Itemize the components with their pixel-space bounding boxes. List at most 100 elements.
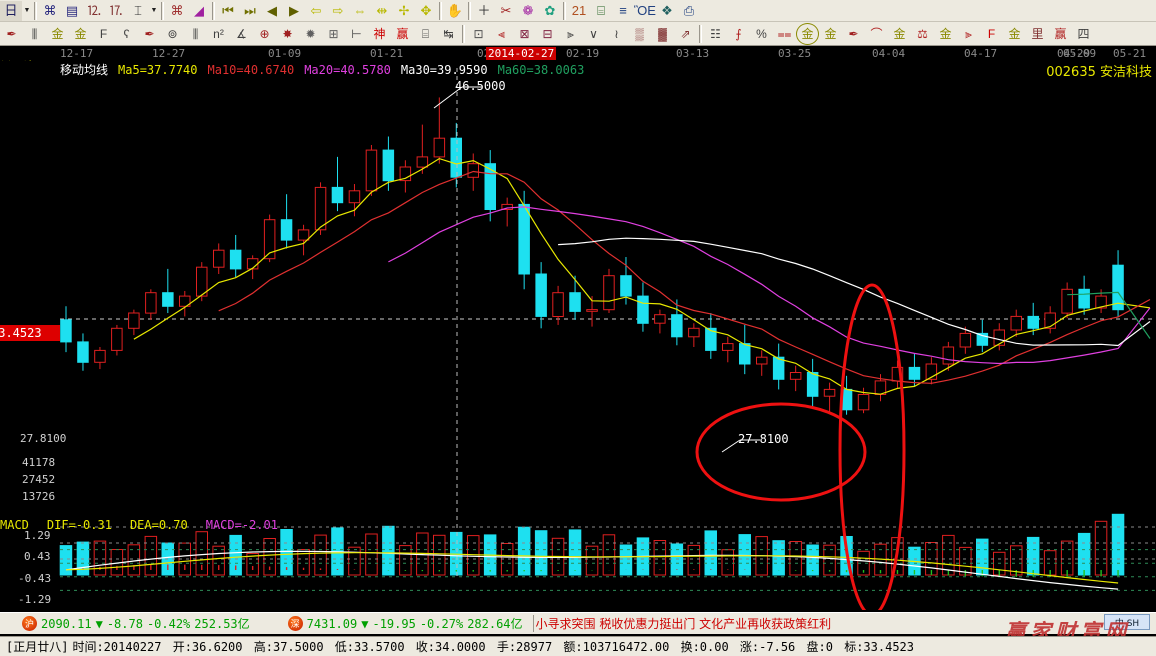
flower-icon[interactable]: ❁	[522, 3, 534, 18]
hand-icon[interactable]: ✋	[446, 3, 464, 18]
slope-li-icon[interactable]: 里	[1031, 26, 1044, 41]
quote-info-bar: [正月廿八] 时间:20140227 开:36.6200 高:37.5000 低…	[0, 636, 1156, 656]
wave-w-icon[interactable]: ≀	[614, 26, 619, 41]
slope-si-icon[interactable]: 四	[1077, 26, 1090, 41]
fib-f-icon[interactable]: F	[99, 26, 108, 41]
calculator-icon[interactable]: ⌸	[597, 3, 605, 18]
quote-field: 低:33.5700	[327, 640, 405, 654]
period-dropdown-caret[interactable]: ▼	[23, 7, 31, 14]
date-axis[interactable]: 12-1712-2701-0901-2102-0702-192014-02-27…	[0, 46, 1156, 60]
wave-v-icon[interactable]: ∨	[589, 26, 598, 41]
circle-line-icon[interactable]: ⊚	[167, 26, 178, 41]
chart-canvas[interactable]: 日K线 移动均线 Ma5=37.7740 Ma10=40.6740 Ma20=40.5…	[0, 60, 1156, 610]
star-gray-icon[interactable]: ✹	[305, 26, 316, 41]
fan-red-icon[interactable]: ⫷	[498, 26, 505, 41]
notes-icon[interactable]: ≡	[619, 3, 627, 18]
scroll-right-icon[interactable]: ⇨	[332, 3, 344, 18]
slope-j-icon[interactable]: ⫸	[965, 26, 972, 41]
zoom-all-icon[interactable]: ✢	[398, 3, 410, 18]
shenzhen-value: 7431.09	[306, 616, 358, 631]
percent-line-icon[interactable]: ⨍	[735, 26, 742, 41]
brain-icon[interactable]: ✿	[544, 3, 556, 18]
chart-3-icon[interactable]: ⒓	[87, 3, 101, 18]
prev-icon[interactable]: ◀	[267, 3, 277, 18]
index-shenzhen[interactable]: 深 7431.09 ▼ -19.95 -0.27% 282.64亿	[287, 615, 523, 632]
gold-circle-icon[interactable]: 金	[796, 22, 819, 45]
grid-dense2-icon[interactable]: ▓	[658, 26, 667, 41]
grid-dense-icon[interactable]: ▒	[635, 26, 644, 41]
scroll-left-icon[interactable]: ⇦	[310, 3, 322, 18]
arc-red-icon[interactable]: ⌒	[870, 26, 883, 41]
network-icon[interactable]: ❖	[661, 3, 673, 18]
date-tick: 04-29	[1057, 47, 1091, 60]
list-icon[interactable]: ☷	[710, 26, 721, 41]
save-icon[interactable]: ὋE	[634, 3, 656, 18]
date-tick: 03-25	[778, 47, 812, 60]
n2-icon[interactable]: n²	[213, 26, 224, 41]
channel-icon[interactable]: ⊡	[473, 26, 484, 41]
gold-line-2-icon[interactable]: 金	[74, 26, 87, 41]
zoom-h-icon[interactable]: ⇔	[353, 3, 367, 18]
toolbar-separator	[563, 1, 566, 20]
quote-field: 涨:-7.56	[732, 640, 796, 654]
ime-indicator[interactable]: 中 SH	[1104, 614, 1150, 630]
chart-9-icon[interactable]: ⒘	[109, 3, 123, 18]
toolbar-separator	[468, 1, 471, 20]
shenzhen-pct: -0.27%	[419, 616, 464, 631]
news-marquee[interactable]: 小寻求突围 税收优惠力挺出门 文化产业再收获政策红利	[532, 615, 1156, 632]
box-grid-icon[interactable]: ⊞	[328, 26, 339, 41]
scissor-icon[interactable]: ✂	[500, 3, 512, 18]
slope-ying-icon[interactable]: 赢	[1054, 26, 1067, 41]
report-icon[interactable]: ▤	[65, 3, 79, 18]
trend-lines-icon[interactable]: ⫸	[567, 26, 574, 41]
candle-dropdown-caret[interactable]: ▼	[150, 7, 158, 14]
index-status-bar: 沪 2090.11 ▼ -8.78 -0.42% 252.53亿 深 7431.…	[0, 612, 1156, 634]
index-shanghai[interactable]: 沪 2090.11 ▼ -8.78 -0.42% 252.53亿	[22, 615, 250, 632]
first-page-icon[interactable]: ⏮	[222, 3, 234, 18]
angle-icon[interactable]: ∡	[236, 26, 247, 41]
draw-pen2-icon[interactable]: ✒	[144, 26, 155, 41]
percent-icon[interactable]: %	[756, 26, 767, 41]
slope-gold-icon[interactable]: 金	[1008, 26, 1021, 41]
shen-icon[interactable]: 神	[373, 26, 386, 41]
arrows-icon[interactable]: ⇗	[680, 26, 691, 41]
measure-icon[interactable]: ↹	[443, 26, 454, 41]
grid-lines-icon[interactable]: ⫼	[31, 26, 38, 41]
zoom-h2-icon[interactable]: ⇹	[376, 3, 388, 18]
last-page-icon[interactable]: ⏭	[244, 3, 256, 18]
pen-red-icon[interactable]: ✒	[848, 26, 859, 41]
spiral-icon[interactable]: ʕ	[123, 26, 130, 41]
percent-eq-icon[interactable]: ⩵	[777, 26, 792, 41]
ladder-icon[interactable]: ⫼	[192, 26, 199, 41]
print-icon[interactable]: ⎙	[683, 3, 695, 18]
gann-grid-icon[interactable]: ⊟	[542, 26, 553, 41]
macd-hist: MACD=-2.01	[205, 518, 278, 532]
macd-axis-label-2: 0.43	[24, 550, 51, 563]
flag-icon[interactable]: ◢	[194, 3, 204, 18]
gold-eq-icon[interactable]: 金	[824, 26, 837, 41]
pan-all-icon[interactable]: ✥	[420, 3, 432, 18]
macd-dea: DEA=0.70	[129, 518, 188, 532]
macd-legend: MACD DIF=-0.31 DEA=0.70 MACD=-2.01	[0, 518, 296, 532]
calendar-icon[interactable]: 21	[571, 3, 587, 18]
draw-pen-icon[interactable]: ✒	[6, 26, 17, 41]
gold-bar-icon[interactable]: 金	[893, 26, 906, 41]
star-red-icon[interactable]: ✸	[282, 26, 293, 41]
date-tick: 12-17	[60, 47, 94, 60]
gold-tool-icon[interactable]: 金	[939, 26, 952, 41]
bar-quote-icon[interactable]: ⊢	[351, 26, 362, 41]
period-day-icon[interactable]: 日	[0, 0, 22, 21]
next-icon[interactable]: ▶	[289, 3, 299, 18]
slope-f-icon[interactable]: F	[987, 26, 996, 41]
crosshair-icon[interactable]: ＋	[477, 3, 491, 18]
gold-line-1-icon[interactable]: 金	[51, 26, 64, 41]
ying-icon[interactable]: 赢	[396, 26, 409, 41]
gann-box-icon[interactable]: ⊠	[519, 26, 530, 41]
tool-red-icon[interactable]: ⚖	[917, 26, 928, 41]
candle-icon[interactable]: ⌶	[134, 3, 142, 18]
table-icon[interactable]: ⌸	[421, 26, 430, 41]
indicator-icon[interactable]: ⌘	[170, 3, 184, 18]
volume-axis-label-1: 41178	[22, 456, 56, 469]
target-icon[interactable]: ⊕	[259, 26, 270, 41]
multi-chart-icon[interactable]: ⌘	[43, 3, 57, 18]
